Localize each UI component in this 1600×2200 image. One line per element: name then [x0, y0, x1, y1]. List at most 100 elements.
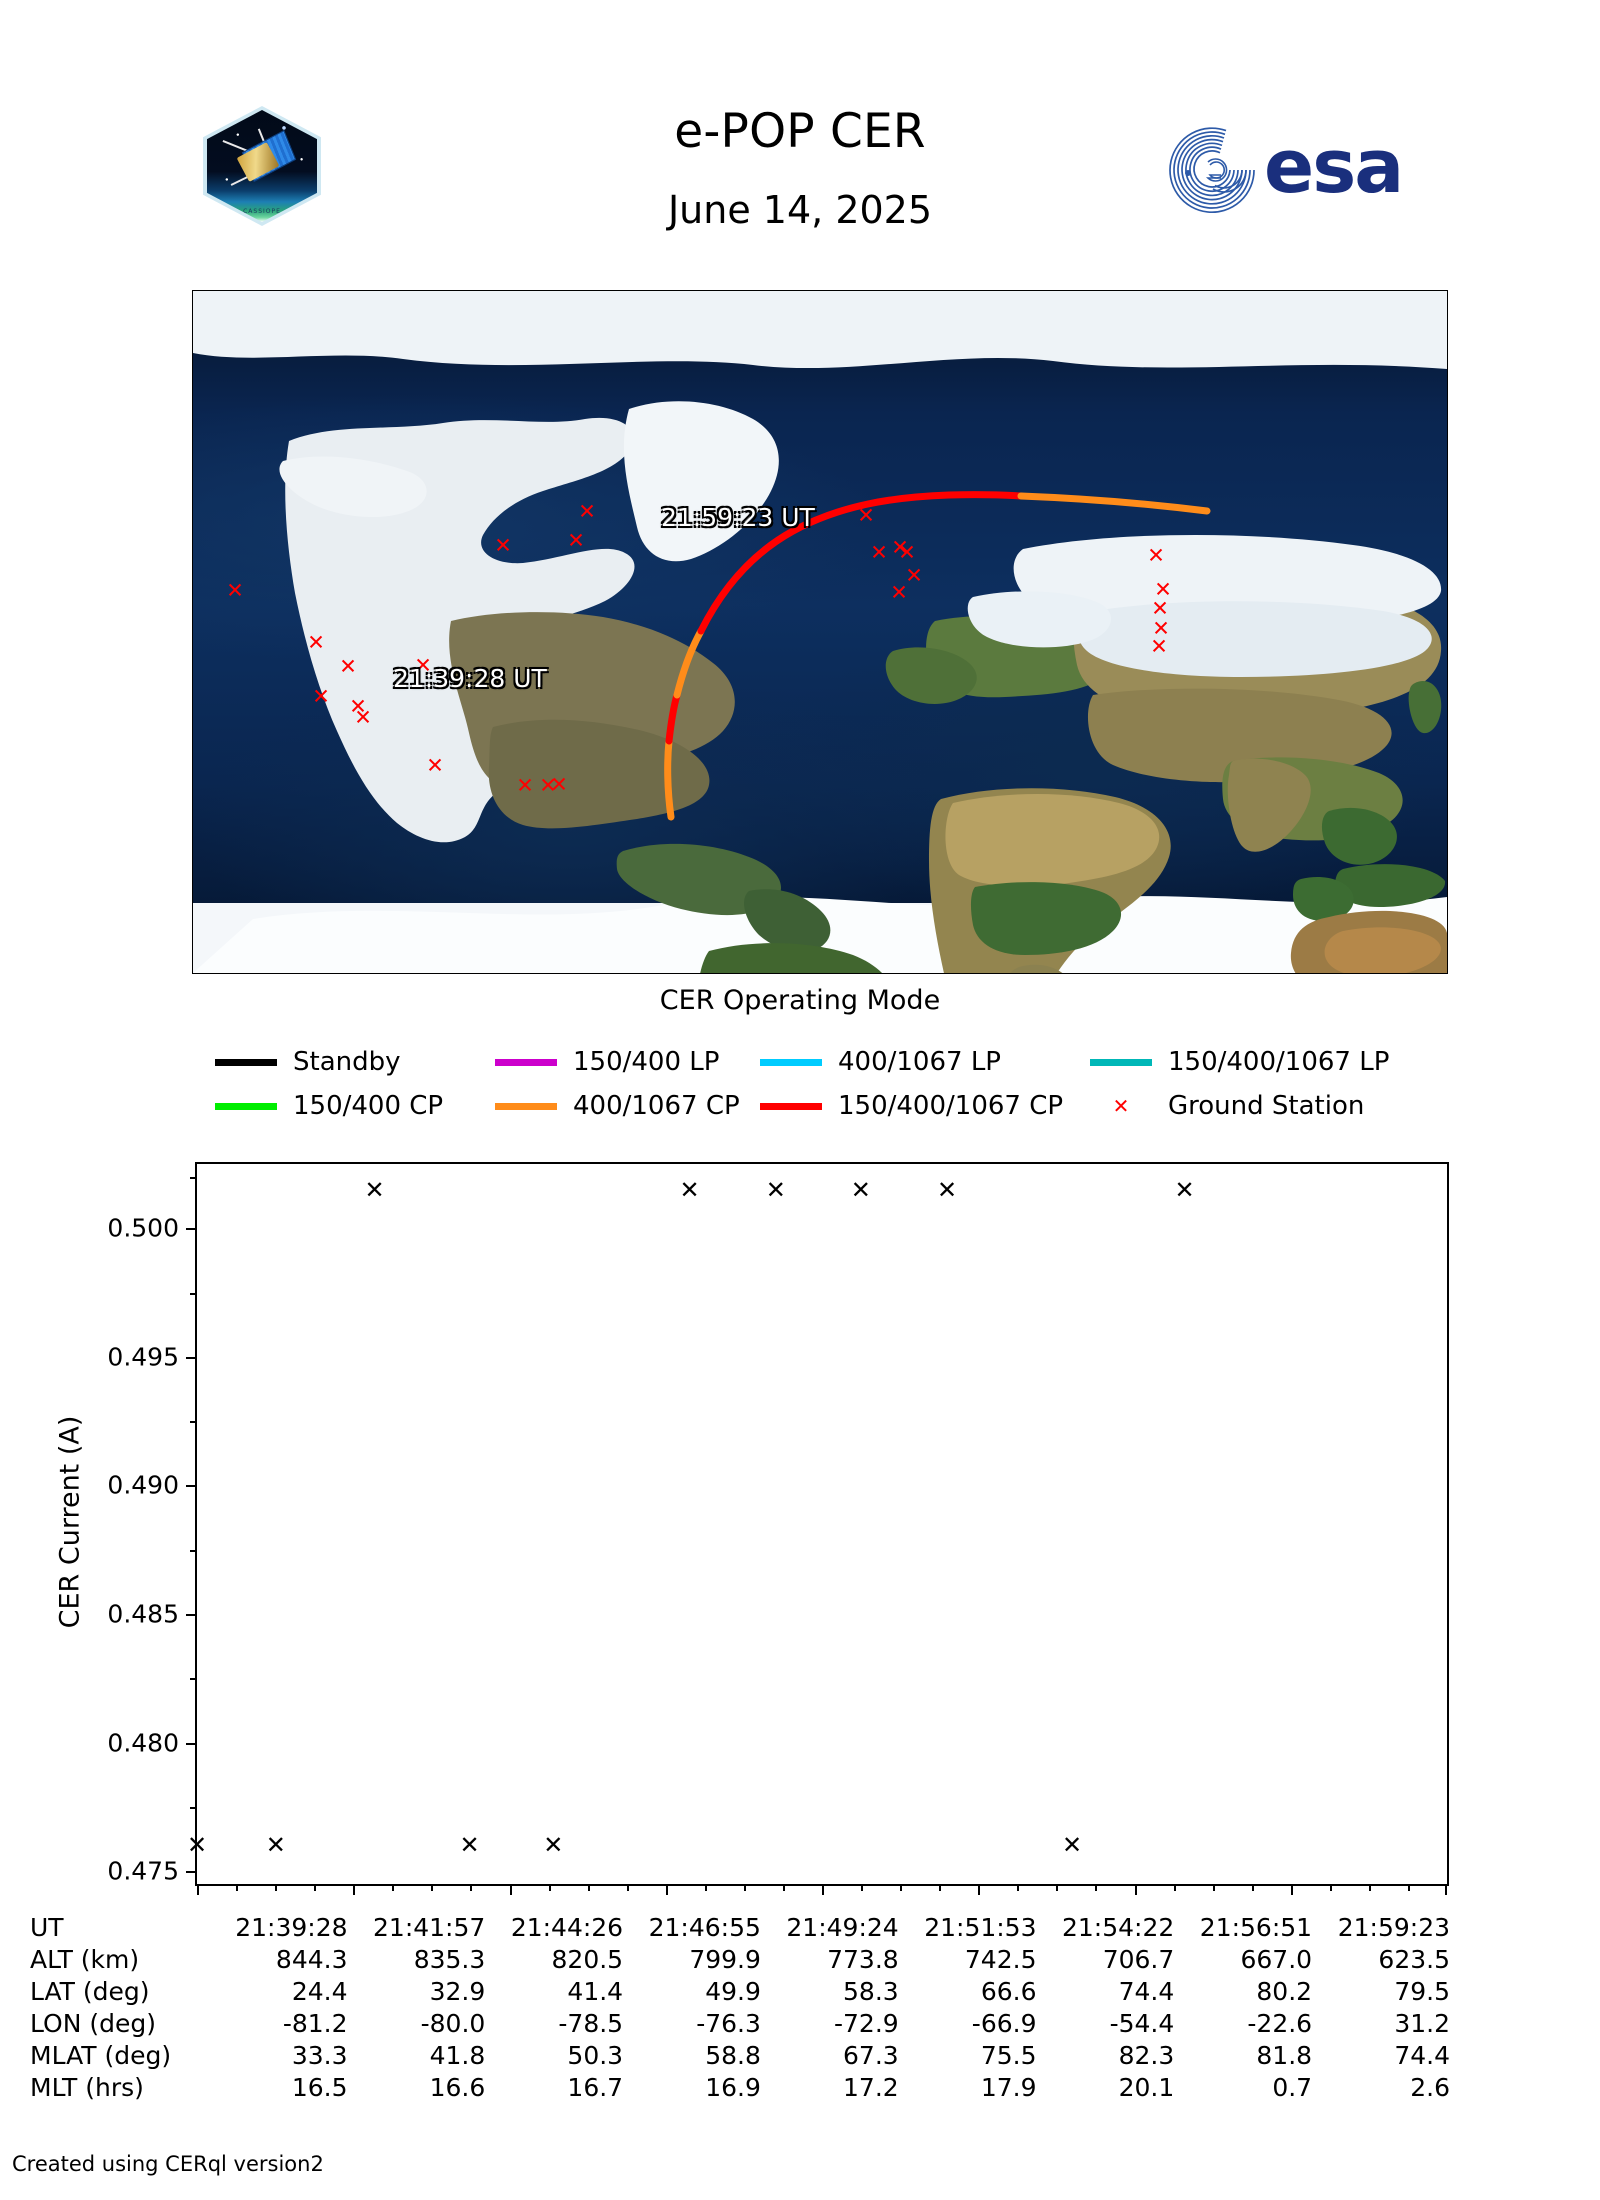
y-tick — [186, 1614, 197, 1616]
ground-station-icon: ✕ — [1112, 1094, 1130, 1118]
data-point-marker: ✕ — [936, 1175, 958, 1204]
esa-emblem-icon — [1168, 126, 1260, 214]
legend-line-swatch — [495, 1102, 557, 1110]
table-row: LON (deg) -81.2 -80.0 -78.5 -76.3 -72.9 -66.9 -… — [30, 2008, 1450, 2040]
table-cell: 33.3 — [291, 2041, 348, 2070]
table-row-label: UT — [30, 1913, 64, 1942]
table-cell: 773.8 — [827, 1945, 899, 1974]
table-cell: 58.3 — [843, 1977, 899, 2006]
page-title: e-POP CER — [674, 104, 926, 159]
table-cell: 844.3 — [275, 1945, 348, 1974]
ground-station-marker: ✕ — [426, 753, 444, 778]
y-tick-label: 0.490 — [107, 1470, 179, 1500]
data-point-marker: ✕ — [1061, 1831, 1083, 1860]
legend-item-ground-station[interactable]: ✕ Ground Station — [1090, 1091, 1365, 1121]
legend-label: 150/400 LP — [573, 1047, 720, 1077]
legend-item-400-1067-lp[interactable]: 400/1067 LP — [760, 1047, 1090, 1077]
ground-station-marker: ✕ — [339, 654, 357, 679]
table-row: LAT (deg) 24.4 32.9 41.4 49.9 58.3 66.6 74.4 80.… — [30, 1976, 1450, 2008]
table: UT 21:39:28 21:41:57 21:44:26 21:46:55 21:49:… — [30, 1912, 1450, 2104]
x-tick-minor — [939, 1884, 942, 1891]
ground-station-marker: ✕ — [890, 580, 908, 605]
footer-credit: Created using CERql version2 — [12, 2152, 324, 2176]
ground-station-marker: ✕ — [898, 540, 916, 565]
data-point-marker: ✕ — [364, 1175, 385, 1204]
x-tick-minor — [1251, 1884, 1254, 1891]
y-tick — [186, 1485, 197, 1488]
world-map-orbit-track[interactable]: ✕ ✕ ✕ ✕ ✕ ✕ ✕ ✕ ✕ ✕ ✕ ✕ ✕ ✕ ✕ ✕ ✕ ✕ ✕ ✕ … — [192, 290, 1448, 974]
x-tick — [1445, 1884, 1447, 1895]
x-tick — [1290, 1884, 1293, 1895]
y-tick — [186, 1356, 197, 1359]
esa-wordmark: esa — [1264, 124, 1404, 210]
table-row-label: MLAT (deg) — [30, 2041, 172, 2070]
legend-label: 150/400/1067 LP — [1168, 1047, 1390, 1077]
legend-item-150-400-1067-lp[interactable]: 150/400/1067 LP — [1090, 1047, 1389, 1077]
table-cell: 16.5 — [291, 2073, 348, 2102]
map-landmass-layer — [193, 291, 1447, 973]
x-tick-minor — [236, 1884, 239, 1891]
table-cell: -78.5 — [558, 2009, 624, 2038]
ground-station-marker: ✕ — [1152, 616, 1170, 641]
table-cell: 41.4 — [567, 1977, 624, 2006]
ground-station-marker: ✕ — [578, 499, 596, 524]
table-cell: 50.3 — [567, 2041, 624, 2070]
operating-mode-legend: Standby 150/400 LP 400/1067 LP 150/400/1… — [215, 1040, 1445, 1128]
legend-item-150-400-1067-cp[interactable]: 150/400/1067 CP — [760, 1091, 1090, 1121]
legend-line-swatch — [760, 1058, 822, 1066]
legend-label: 400/1067 CP — [573, 1091, 740, 1121]
data-point-marker: ✕ — [850, 1175, 871, 1204]
legend-item-150-400-lp[interactable]: 150/400 LP — [495, 1047, 760, 1077]
x-tick-minor — [1329, 1884, 1332, 1891]
table-row-label: ALT (km) — [30, 1945, 140, 1974]
data-point-marker: ✕ — [1174, 1175, 1195, 1204]
table-cell: 820.5 — [551, 1945, 624, 1974]
legend-item-150-400-cp[interactable]: 150/400 CP — [215, 1091, 495, 1121]
table-cell: 31.2 — [1394, 2009, 1450, 2038]
legend-label: Ground Station — [1168, 1091, 1365, 1121]
ground-station-marker: ✕ — [354, 705, 372, 730]
x-tick — [822, 1884, 824, 1895]
x-tick — [197, 1884, 199, 1895]
table-cell: 21:41:57 — [373, 1913, 486, 1942]
x-tick-minor — [470, 1884, 473, 1891]
track-start-time-label: 21:39:28 UT — [393, 664, 547, 693]
legend-line-swatch — [215, 1058, 277, 1066]
x-tick-minor — [431, 1884, 434, 1891]
ground-station-marker: ✕ — [1150, 634, 1168, 659]
legend-line-swatch — [215, 1102, 277, 1110]
x-tick — [978, 1884, 981, 1895]
table-cell: 21:59:23 — [1337, 1913, 1450, 1942]
ground-station-marker: ✕ — [539, 773, 557, 798]
ground-station-marker: ✕ — [857, 503, 875, 528]
table-cell: 623.5 — [1378, 1945, 1450, 1974]
legend-line-swatch — [495, 1058, 557, 1066]
x-tick — [1134, 1884, 1137, 1895]
y-tick-minor — [190, 1678, 197, 1681]
y-tick-label: 0.475 — [107, 1856, 179, 1886]
x-tick-minor — [1368, 1884, 1371, 1891]
table-cell: 706.7 — [1102, 1945, 1175, 1974]
table-cell: 58.8 — [705, 2041, 761, 2070]
legend-item-standby[interactable]: Standby — [215, 1047, 495, 1077]
table-cell: 21:56:51 — [1199, 1913, 1313, 1942]
table-cell: 742.5 — [964, 1945, 1037, 1974]
x-tick-minor — [704, 1884, 707, 1891]
x-tick-minor — [626, 1884, 629, 1891]
table-cell: 41.8 — [429, 2041, 486, 2070]
cassiope-mission-logo: CASSIOPE — [203, 106, 321, 226]
x-tick-minor — [392, 1884, 395, 1891]
table-cell: -66.9 — [971, 2009, 1037, 2038]
table-cell: 49.9 — [705, 1977, 761, 2006]
x-tick-minor — [1173, 1884, 1176, 1891]
table-cell: 17.2 — [843, 2073, 899, 2102]
cer-current-plot[interactable]: 0.475 0.480 0.485 0.490 0.495 0.500 ✕ ✕ ✕ ✕ ✕ ✕ ✕ ✕ ✕… — [107, 1162, 1449, 1895]
data-point-marker: ✕ — [765, 1175, 786, 1204]
x-tick — [509, 1884, 512, 1895]
ground-station-marker: ✕ — [307, 630, 325, 655]
table-cell: -22.6 — [1247, 2009, 1313, 2038]
legend-row: Standby 150/400 LP 400/1067 LP 150/400/1… — [215, 1040, 1445, 1084]
legend-item-400-1067-cp[interactable]: 400/1067 CP — [495, 1091, 760, 1121]
table-cell: 21:46:55 — [648, 1913, 761, 1942]
y-tick-label: 0.495 — [107, 1342, 179, 1372]
